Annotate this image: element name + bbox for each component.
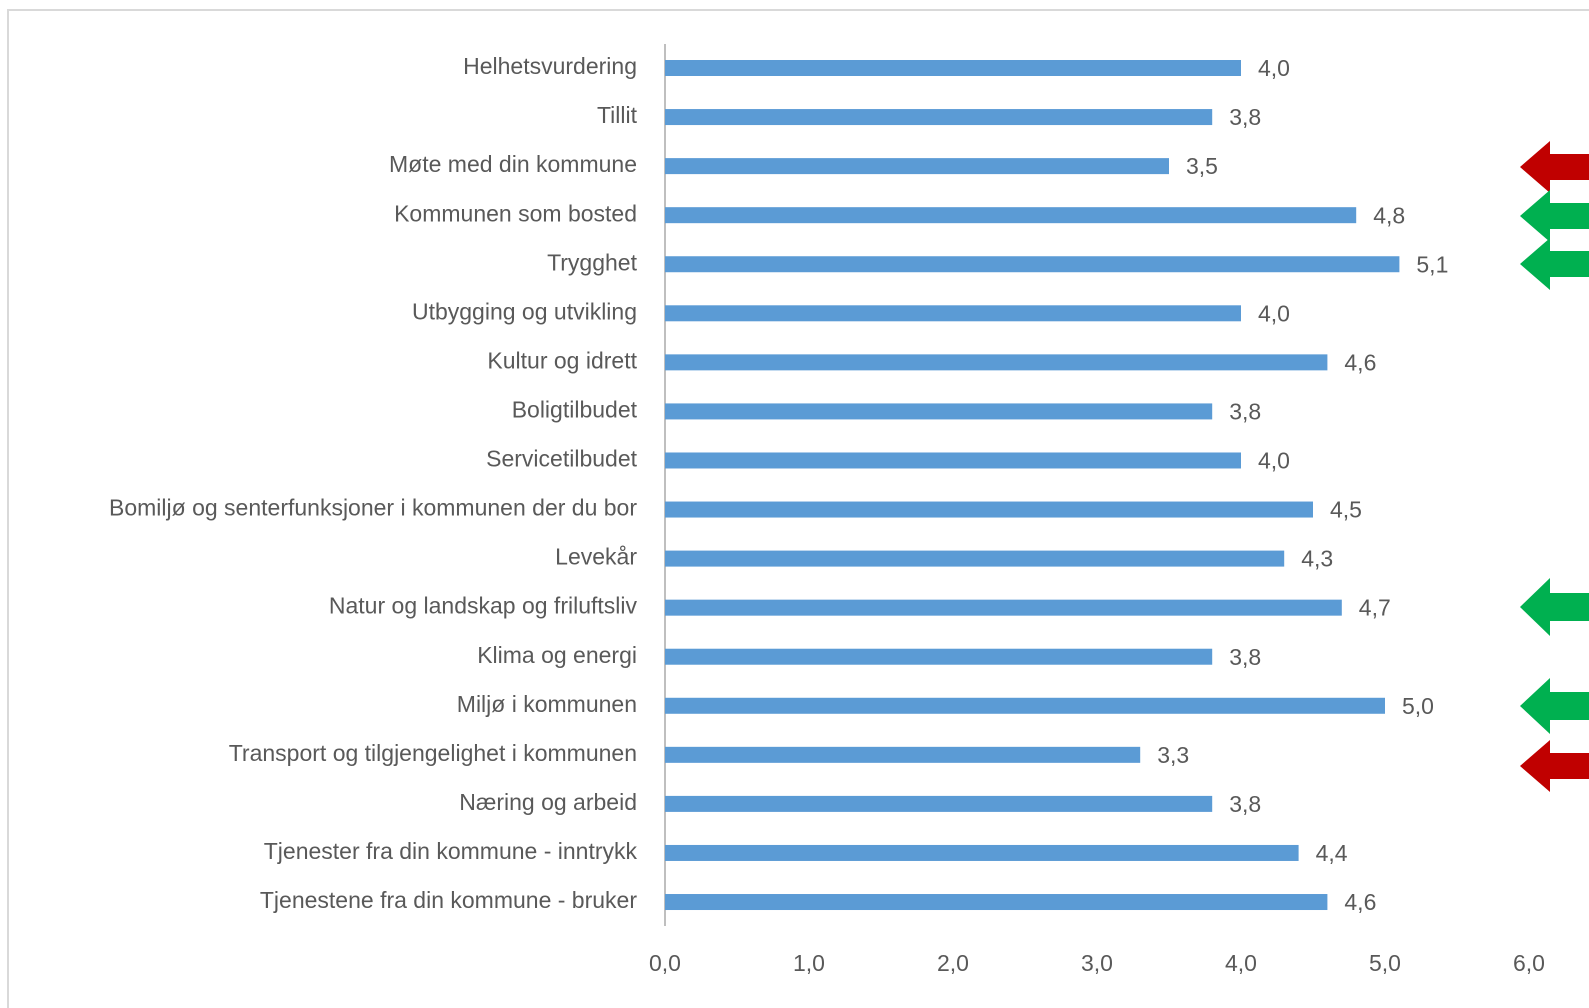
y-tick-label: Boligtilbudet (512, 396, 638, 422)
value-label: 3,8 (1229, 398, 1261, 424)
y-tick-label: Trygghet (547, 249, 638, 275)
value-label: 4,8 (1373, 202, 1405, 228)
arrow-green (1520, 578, 1589, 636)
y-tick-label: Miljø i kommunen (457, 691, 637, 717)
x-tick-label: 2,0 (937, 950, 969, 976)
value-label: 3,8 (1229, 791, 1261, 817)
y-tick-label: Klima og energi (477, 642, 637, 668)
bar (665, 501, 1313, 518)
value-label: 3,3 (1157, 742, 1189, 768)
x-tick-label: 1,0 (793, 950, 825, 976)
y-tick-label: Helhetsvurdering (463, 53, 637, 79)
value-label: 4,0 (1258, 55, 1290, 81)
arrow-green (1520, 678, 1589, 734)
arrow-green (1520, 238, 1589, 290)
value-label: 4,7 (1359, 595, 1391, 621)
x-tick-label: 5,0 (1369, 950, 1401, 976)
value-label: 3,5 (1186, 153, 1218, 179)
value-label: 4,0 (1258, 448, 1290, 474)
y-tick-label: Møte med din kommune (389, 151, 637, 177)
bar (665, 452, 1241, 469)
y-tick-label: Levekår (555, 544, 637, 570)
arrow-green (1520, 190, 1589, 242)
bar (665, 158, 1169, 175)
bar (665, 305, 1241, 322)
bar (665, 844, 1299, 861)
y-tick-label: Servicetilbudet (486, 446, 637, 472)
y-tick-label: Transport og tilgjengelighet i kommunen (229, 740, 637, 766)
bar (665, 354, 1328, 371)
bar (665, 795, 1213, 812)
bar (665, 599, 1342, 616)
y-tick-label: Utbygging og utvikling (412, 298, 637, 324)
arrow-red (1520, 141, 1589, 193)
y-tick-label: Kommunen som bosted (394, 200, 637, 226)
value-label: 4,5 (1330, 497, 1362, 523)
bar (665, 207, 1357, 224)
bar (665, 894, 1328, 911)
x-tick-label: 0,0 (649, 950, 681, 976)
y-tick-label: Kultur og idrett (487, 347, 637, 373)
value-label: 4,6 (1344, 889, 1376, 915)
value-label: 4,0 (1258, 300, 1290, 326)
arrow-red (1520, 740, 1589, 792)
value-label: 4,3 (1301, 546, 1333, 572)
bar (665, 550, 1285, 567)
bar (665, 403, 1213, 420)
value-label: 4,6 (1344, 349, 1376, 375)
value-label: 3,8 (1229, 644, 1261, 670)
value-label: 4,4 (1316, 840, 1348, 866)
bar (665, 746, 1141, 763)
value-label: 3,8 (1229, 104, 1261, 130)
x-tick-label: 3,0 (1081, 950, 1113, 976)
bar (665, 109, 1213, 126)
bar (665, 648, 1213, 665)
value-label: 5,0 (1402, 693, 1434, 719)
y-tick-label: Tjenestene fra din kommune - bruker (260, 887, 637, 913)
y-tick-label: Tjenester fra din kommune - inntrykk (264, 838, 638, 864)
bar (665, 60, 1241, 76)
value-label: 5,1 (1416, 251, 1448, 277)
chart-frame (7, 9, 1589, 1008)
x-tick-label: 6,0 (1513, 950, 1545, 976)
y-tick-label: Natur og landskap og friluftsliv (329, 593, 638, 619)
y-tick-label: Bomiljø og senterfunksjoner i kommunen d… (109, 495, 637, 521)
y-tick-label: Tillit (597, 102, 638, 128)
bar (665, 697, 1385, 714)
bar (665, 256, 1400, 273)
arrows (1520, 141, 1589, 792)
x-tick-label: 4,0 (1225, 950, 1257, 976)
y-tick-label: Næring og arbeid (459, 789, 637, 815)
